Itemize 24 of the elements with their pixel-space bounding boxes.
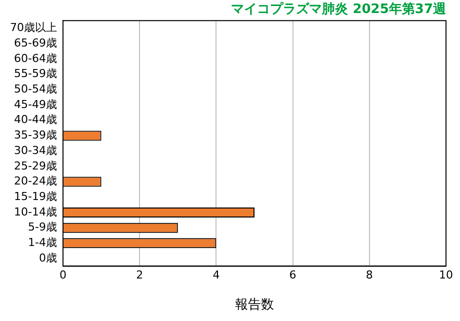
y-tick-label: 15-19歳 — [14, 190, 57, 203]
y-tick-label: 30-34歳 — [14, 144, 57, 157]
y-tick-label: 65-69歳 — [14, 36, 57, 50]
x-tick-label: 6 — [289, 268, 296, 282]
y-tick-label: 10-14歳 — [14, 205, 57, 218]
x-tick-label: 8 — [366, 268, 373, 282]
y-tick-label: 5-9歳 — [28, 220, 57, 234]
x-tick-label: 2 — [136, 268, 144, 282]
y-tick-label: 25-29歳 — [14, 159, 57, 172]
y-tick-label: 50-54歳 — [14, 82, 57, 96]
x-tick-label: 4 — [212, 268, 220, 282]
y-tick-label: 55-59歳 — [14, 67, 57, 80]
y-tick-label: 70歳以上 — [10, 21, 57, 34]
y-tick-label: 20-24歳 — [14, 174, 57, 188]
y-tick-label: 60-64歳 — [14, 52, 57, 65]
x-tick-label: 0 — [59, 268, 66, 282]
chart-title: マイコプラズマ肺炎 2025年第37週 — [231, 1, 447, 18]
y-tick-label: 35-39歳 — [14, 128, 57, 142]
y-tick-label: 45-49歳 — [14, 98, 57, 111]
x-tick-label: 10 — [439, 268, 453, 282]
y-tick-label: 40-44歳 — [14, 113, 57, 126]
y-tick-label: 1-4歳 — [28, 236, 57, 250]
y-tick-label: 0歳 — [38, 251, 57, 264]
x-axis-title: 報告数 — [235, 298, 274, 313]
